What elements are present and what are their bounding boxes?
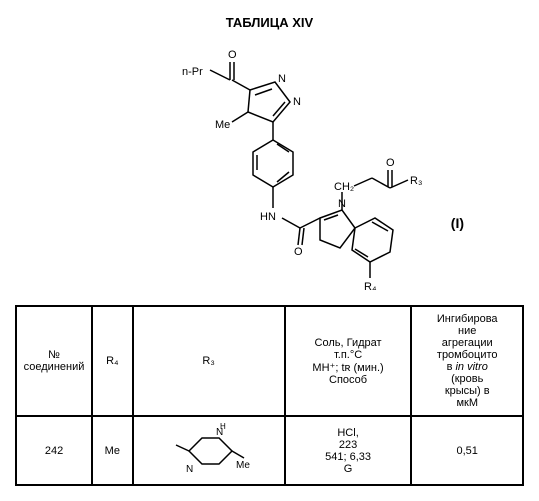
struct-r3: R₃ — [410, 175, 422, 187]
r3-n: N — [186, 464, 193, 475]
struct-npr: n-Pr — [182, 66, 203, 78]
struct-o2: O — [386, 157, 395, 169]
table-row: 242 Me N N H Me HCl — [16, 416, 523, 485]
struct-o1: O — [228, 49, 237, 61]
cell-r3-structure: N N H Me — [133, 416, 285, 485]
cell-salt: HCl, 223 541; 6,33 G — [285, 416, 412, 485]
struct-n2: N — [293, 96, 301, 108]
header-salt: Соль, Гидрат т.п.°C MH⁺; tʀ (мин.) Спосо… — [285, 306, 412, 416]
struct-ch2: CH₂ — [334, 181, 354, 193]
header-compound-no: № соединений — [16, 306, 92, 416]
table-title: ТАБЛИЦА XIV — [15, 15, 524, 30]
struct-me1: Me — [215, 119, 230, 131]
data-table: № соединений R₄ R₃ Соль, Гидрат т.п.°C M… — [15, 305, 524, 486]
header-r4: R₄ — [92, 306, 133, 416]
formula-label: (I) — [451, 215, 464, 231]
cell-inhibition: 0,51 — [411, 416, 523, 485]
struct-r4: R₄ — [364, 281, 377, 290]
struct-n1: N — [278, 73, 286, 85]
header-inhibition: Ингибирова ние агрегации тромбоцито в in… — [411, 306, 523, 416]
cell-r4: Me — [92, 416, 133, 485]
struct-n3: N — [338, 198, 346, 210]
chemical-structure: n-Pr O N N Me HN O N CH₂ O R₃ R₄ (I) — [15, 40, 524, 295]
r3-nh-h: H — [220, 423, 226, 431]
struct-o3: O — [294, 246, 303, 258]
r3-me: Me — [236, 460, 250, 471]
struct-hn: HN — [260, 211, 276, 223]
cell-compound-no: 242 — [16, 416, 92, 485]
header-r3: R₃ — [133, 306, 285, 416]
